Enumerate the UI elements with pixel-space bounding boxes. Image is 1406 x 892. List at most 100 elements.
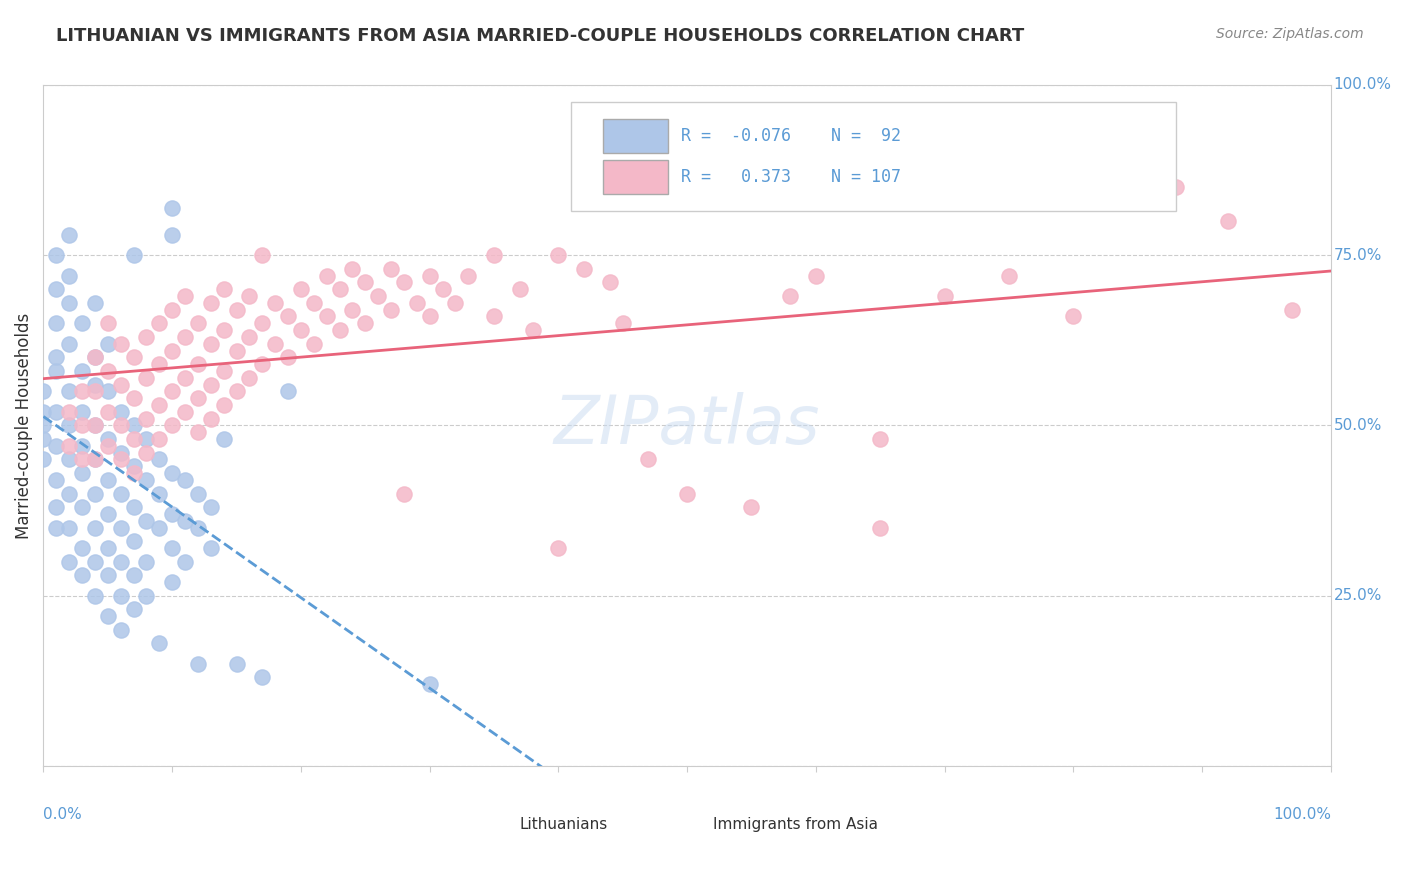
- Point: [32, 384, 55, 399]
- Text: 0.0%: 0.0%: [44, 806, 82, 822]
- Point: [187, 520, 209, 534]
- Point: [187, 357, 209, 371]
- Point: [342, 302, 364, 317]
- Text: R =   0.373    N = 107: R = 0.373 N = 107: [681, 168, 901, 186]
- Point: [212, 323, 235, 337]
- Point: [277, 310, 299, 324]
- Point: [225, 302, 247, 317]
- Point: [522, 323, 544, 337]
- Point: [45, 316, 67, 330]
- Point: [135, 411, 157, 425]
- Point: [110, 520, 132, 534]
- Point: [45, 500, 67, 515]
- Point: [315, 310, 337, 324]
- Point: [998, 268, 1021, 283]
- Point: [45, 364, 67, 378]
- Point: [252, 316, 274, 330]
- Point: [122, 568, 145, 582]
- Text: ZIPatlas: ZIPatlas: [554, 392, 820, 458]
- Point: [84, 418, 107, 433]
- Point: [70, 364, 93, 378]
- Point: [122, 602, 145, 616]
- Point: [419, 268, 441, 283]
- Point: [122, 500, 145, 515]
- FancyBboxPatch shape: [603, 119, 668, 153]
- Point: [122, 391, 145, 405]
- Point: [84, 384, 107, 399]
- Point: [122, 466, 145, 480]
- Point: [84, 589, 107, 603]
- Point: [32, 452, 55, 467]
- Point: [160, 541, 183, 555]
- FancyBboxPatch shape: [485, 800, 513, 820]
- FancyBboxPatch shape: [682, 800, 710, 820]
- Point: [32, 405, 55, 419]
- Point: [676, 486, 699, 500]
- Point: [97, 568, 120, 582]
- Point: [1062, 310, 1084, 324]
- Point: [45, 473, 67, 487]
- Point: [70, 405, 93, 419]
- Point: [84, 351, 107, 365]
- Point: [934, 289, 956, 303]
- Point: [482, 310, 505, 324]
- Point: [252, 357, 274, 371]
- Point: [70, 384, 93, 399]
- Point: [804, 268, 827, 283]
- Point: [599, 276, 621, 290]
- Point: [160, 343, 183, 358]
- Point: [160, 418, 183, 433]
- Text: Source: ZipAtlas.com: Source: ZipAtlas.com: [1216, 27, 1364, 41]
- Point: [97, 316, 120, 330]
- Point: [225, 657, 247, 671]
- Point: [70, 439, 93, 453]
- Point: [547, 541, 569, 555]
- Point: [97, 609, 120, 624]
- Point: [97, 384, 120, 399]
- Point: [45, 520, 67, 534]
- Point: [174, 473, 197, 487]
- Point: [84, 377, 107, 392]
- Point: [70, 452, 93, 467]
- Point: [58, 336, 80, 351]
- Text: 25.0%: 25.0%: [1333, 588, 1382, 603]
- Text: R =  -0.076    N =  92: R = -0.076 N = 92: [681, 127, 901, 145]
- Point: [32, 418, 55, 433]
- Point: [84, 520, 107, 534]
- Point: [110, 418, 132, 433]
- Point: [97, 541, 120, 555]
- Point: [342, 261, 364, 276]
- Point: [122, 534, 145, 549]
- Point: [84, 555, 107, 569]
- Point: [302, 336, 325, 351]
- Point: [200, 336, 222, 351]
- Point: [225, 343, 247, 358]
- Point: [110, 336, 132, 351]
- Point: [84, 452, 107, 467]
- FancyBboxPatch shape: [571, 102, 1177, 211]
- Point: [148, 432, 170, 446]
- Point: [70, 541, 93, 555]
- Point: [135, 330, 157, 344]
- Point: [354, 276, 377, 290]
- Point: [45, 351, 67, 365]
- Point: [97, 405, 120, 419]
- Point: [740, 500, 762, 515]
- Point: [58, 520, 80, 534]
- Point: [160, 384, 183, 399]
- Point: [135, 370, 157, 384]
- Point: [572, 261, 595, 276]
- FancyBboxPatch shape: [603, 160, 668, 194]
- Point: [70, 466, 93, 480]
- Point: [200, 541, 222, 555]
- Point: [148, 398, 170, 412]
- Point: [328, 282, 350, 296]
- Point: [869, 520, 891, 534]
- Point: [70, 568, 93, 582]
- Point: [122, 248, 145, 262]
- Point: [482, 248, 505, 262]
- Text: 50.0%: 50.0%: [1333, 418, 1382, 433]
- Point: [252, 670, 274, 684]
- Point: [97, 507, 120, 521]
- Point: [432, 282, 454, 296]
